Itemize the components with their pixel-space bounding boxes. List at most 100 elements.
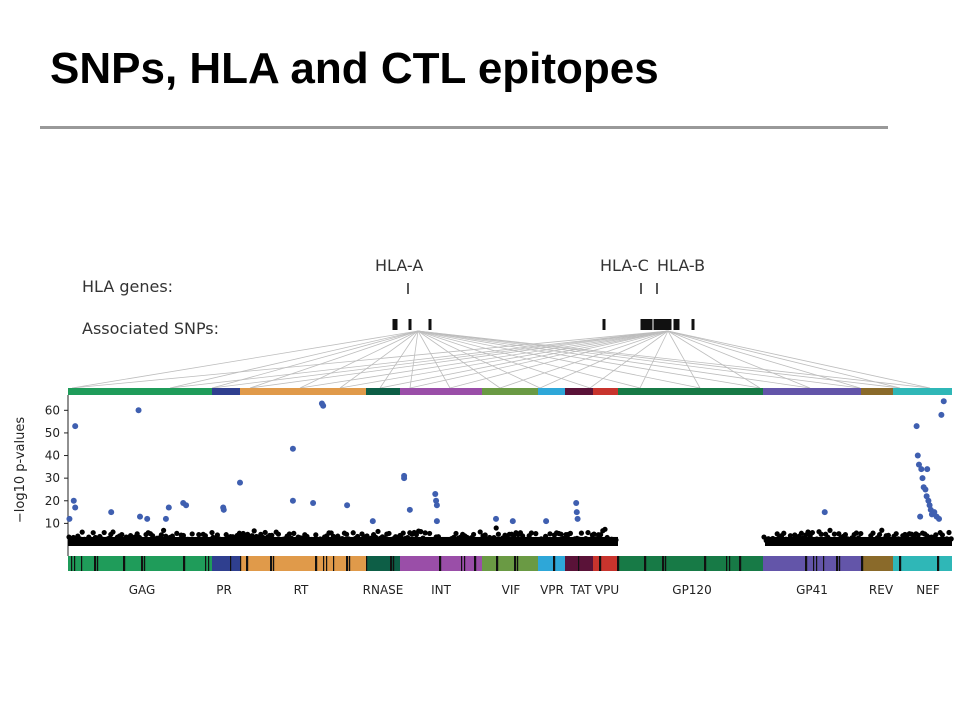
snp-point	[471, 531, 477, 538]
significant-point-tat	[574, 515, 581, 522]
hla-gene-label-hla-c: HLA-C	[600, 256, 649, 275]
significant-point-nef	[914, 452, 921, 459]
gene-bar-bottom-vpr	[538, 556, 565, 571]
connector-line	[417, 330, 901, 389]
snp-point	[101, 529, 107, 536]
gene-labels: GAG PR RT RNASE INT VIF VPR TAT VPU GP120 GP41 REV N…	[129, 583, 940, 597]
significant-point-int	[433, 518, 440, 525]
gene-label-rnase: RNASE	[363, 583, 404, 597]
significant-point-nef	[936, 515, 943, 522]
snp-point	[189, 531, 195, 537]
snp-point	[90, 530, 96, 536]
snp-point	[493, 525, 499, 531]
barcode-stripe	[208, 556, 210, 571]
snp-point	[79, 529, 85, 535]
y-axis-label: −log10 p-values	[13, 417, 28, 523]
significant-point-int	[406, 506, 413, 513]
barcode-stripe	[333, 556, 335, 571]
connector-line	[667, 330, 931, 389]
snp-point	[158, 532, 164, 538]
snp-connector-lines	[71, 330, 931, 389]
barcode-stripe	[739, 556, 742, 571]
significant-point-gag	[183, 502, 190, 509]
snp-point	[870, 530, 876, 536]
connector-line	[379, 330, 419, 389]
gene-bar-bottom-gp120	[618, 556, 763, 571]
barcode-stripe	[517, 556, 519, 571]
snp-point	[422, 530, 428, 536]
barcode-stripe	[390, 556, 393, 571]
background-snp-points	[66, 525, 954, 546]
barcode-stripe	[326, 556, 328, 571]
snp-point	[236, 530, 242, 536]
barcode-stripe	[464, 556, 466, 571]
gene-bar-top-tat	[565, 388, 593, 395]
barcode-stripe	[836, 556, 839, 571]
snp-point	[831, 531, 838, 537]
barcode-stripe	[273, 556, 275, 571]
hla-genes-row-label: HLA genes:	[82, 277, 173, 296]
snp-point	[547, 531, 553, 537]
gene-label-rt: RT	[294, 583, 309, 597]
snp-point	[269, 532, 275, 538]
y-tick-label: 30	[45, 471, 60, 485]
significant-point-nef	[918, 466, 925, 473]
snp-point	[818, 531, 824, 537]
connector-line	[339, 330, 669, 389]
significant-point-vif	[493, 515, 499, 522]
hla-gene-markers	[407, 283, 658, 294]
barcode-stripe	[823, 556, 825, 571]
connector-line	[71, 330, 419, 389]
snp-point	[893, 531, 899, 537]
gene-bar-bottom-gp41	[763, 556, 861, 571]
gene-label-nef: NEF	[916, 583, 940, 597]
gene-label-vif: VIF	[502, 583, 521, 597]
snp-point	[885, 532, 892, 538]
snp-point	[209, 529, 215, 536]
barcode-stripe	[393, 556, 395, 571]
connector-line	[667, 330, 861, 389]
significant-point-gag	[70, 497, 77, 504]
snp-point	[591, 531, 597, 537]
barcode-stripe	[813, 556, 815, 571]
barcode-stripe	[74, 556, 76, 571]
significant-point-nef	[924, 466, 931, 473]
barcode-stripe	[270, 556, 273, 571]
gene-bar-bottom-rnase	[366, 556, 400, 571]
snp-point	[453, 530, 459, 537]
barcode-stripe	[315, 556, 318, 571]
connector-line	[339, 330, 419, 389]
barcode-stripe	[729, 556, 731, 571]
significant-point-nef	[938, 411, 945, 418]
snp-point	[344, 531, 350, 537]
snp-point	[533, 531, 539, 537]
gene-bar-bottom-pr	[212, 556, 240, 571]
significant-point-nef	[925, 497, 932, 504]
connector-line	[409, 330, 419, 389]
significant-point-nef	[917, 513, 924, 520]
connector-line	[169, 330, 669, 389]
gene-bar-bottom-gag	[68, 556, 212, 571]
barcode-stripe	[81, 556, 83, 571]
snp-point	[567, 530, 574, 536]
snp-point	[858, 530, 864, 537]
gene-bar-top-vpr	[538, 388, 565, 395]
gene-bar-bottom-rev	[861, 556, 893, 571]
significant-point-nef	[931, 509, 938, 516]
connector-line	[417, 330, 761, 389]
barcode-stripe	[514, 556, 517, 571]
barcode-stripe	[553, 556, 556, 571]
snp-point	[853, 530, 860, 536]
significant-point-nef	[922, 486, 929, 493]
barcode-stripe	[461, 556, 463, 571]
significant-point-rt	[289, 497, 296, 504]
barcode-stripe	[94, 556, 97, 571]
connector-line	[417, 330, 541, 389]
gene-label-vpr: VPR	[540, 583, 564, 597]
barcode-stripe	[123, 556, 126, 571]
barcode-stripe	[496, 556, 499, 571]
title-divider	[40, 126, 888, 129]
connector-line	[211, 330, 419, 389]
barcode-stripe	[366, 556, 368, 571]
significant-point-nef	[940, 398, 947, 405]
